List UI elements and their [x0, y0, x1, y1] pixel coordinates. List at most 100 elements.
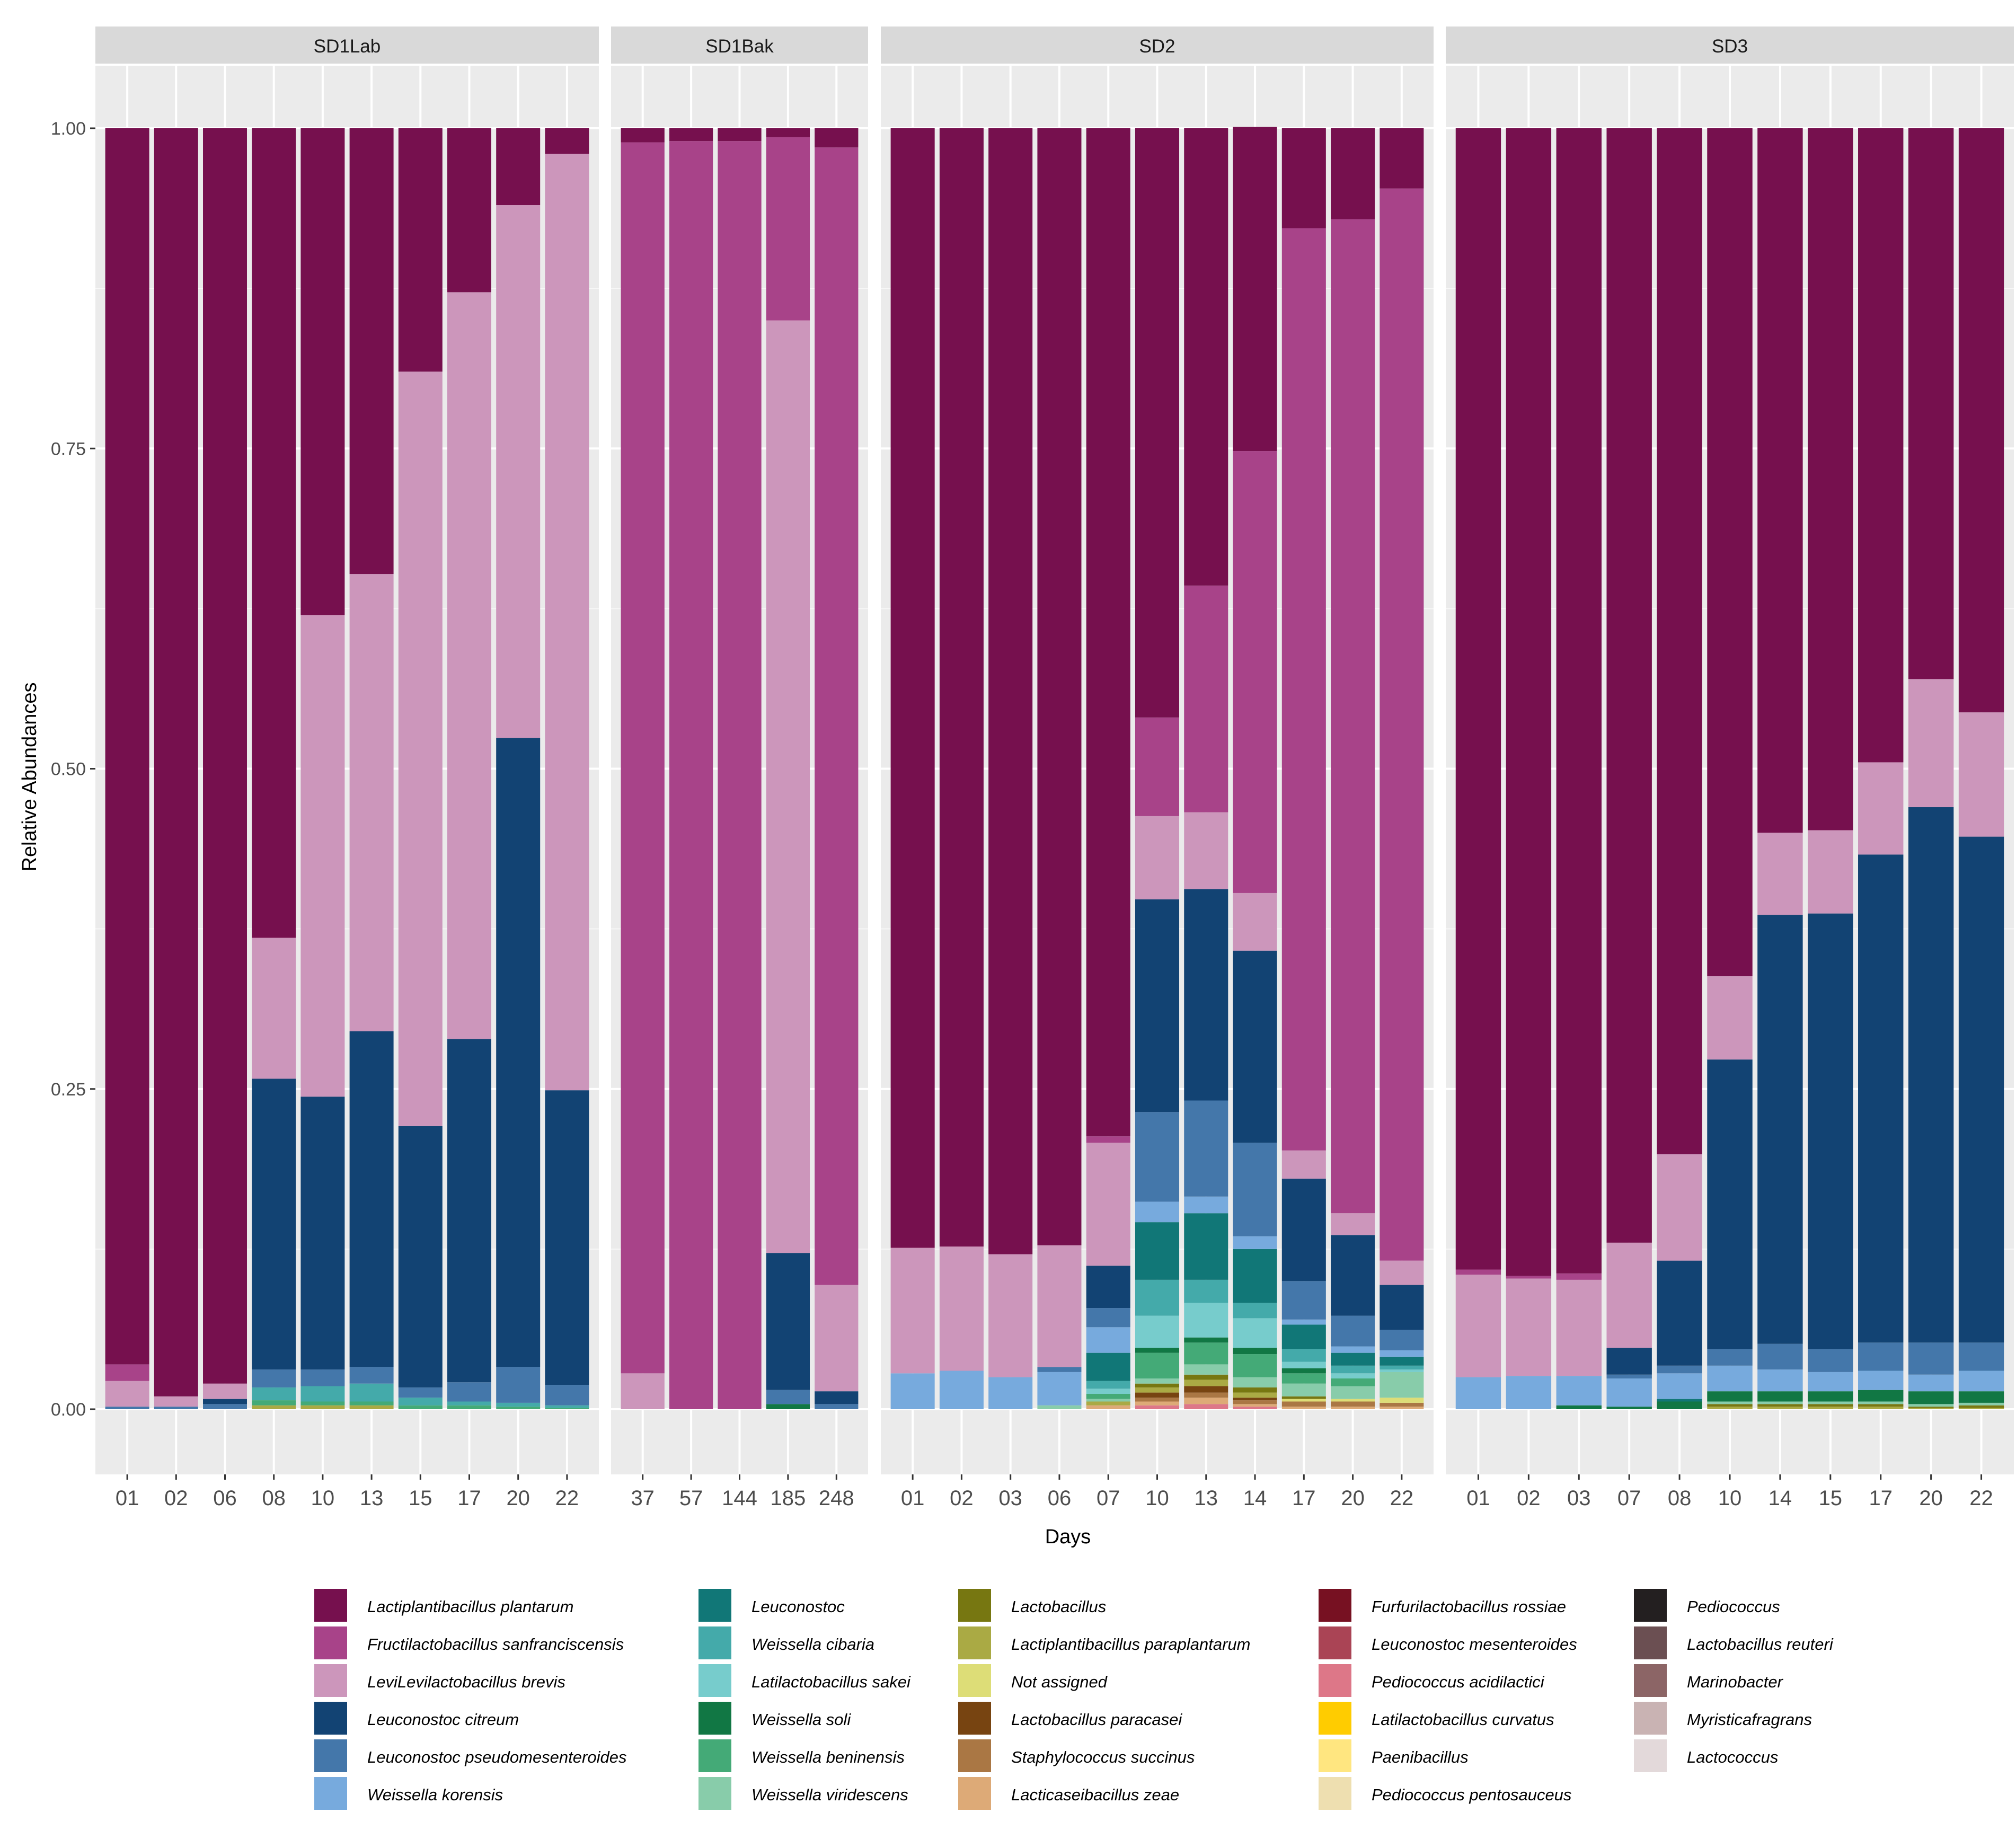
bar-segment [1233, 451, 1277, 893]
bar-segment [1233, 1249, 1277, 1303]
legend-key-swatch [1319, 1626, 1351, 1659]
legend-label: Lactococcus [1687, 1748, 1778, 1766]
bar-segment [1958, 1402, 2004, 1405]
bar-segment [1556, 1273, 1602, 1280]
bar-segment [1908, 1342, 1954, 1375]
bar-segment [300, 1401, 345, 1405]
legend-key-swatch [958, 1777, 991, 1810]
legend-key-swatch [698, 1739, 731, 1772]
legend-label: Weissella korensis [367, 1785, 503, 1804]
x-tick-label: 17 [1869, 1487, 1893, 1510]
x-tick-label: 13 [360, 1487, 384, 1510]
bar-segment [1135, 1347, 1180, 1353]
bar-segment [1908, 1404, 1954, 1407]
bar-segment [1135, 1383, 1180, 1387]
bar-SD1Bak-144 [718, 128, 762, 1410]
bar-segment [1086, 1399, 1130, 1402]
x-tick-label: 22 [555, 1487, 579, 1510]
bar-segment [398, 1126, 443, 1387]
bar-segment [1233, 1398, 1277, 1401]
x-tick-label: 10 [311, 1487, 335, 1510]
legend-item: Leuconostoc mesenteroides [1319, 1626, 1577, 1659]
facet-strip-label: SD2 [1139, 36, 1175, 57]
bar-SD1Lab-13 [349, 128, 394, 1409]
bar-segment [1184, 889, 1228, 1101]
legend-item: Pediococcus [1634, 1589, 1780, 1622]
legend-item: Marinobacter [1634, 1664, 1784, 1697]
bar-segment [1135, 899, 1180, 1112]
bar-segment [1184, 1392, 1228, 1398]
bar-segment [669, 141, 713, 1410]
bar-segment [1086, 1327, 1130, 1353]
bar-segment [154, 1407, 198, 1409]
bar-segment [1184, 128, 1228, 586]
bar-segment [1556, 1376, 1602, 1405]
bar-SD2-01 [890, 128, 935, 1409]
x-tick-label: 14 [1769, 1487, 1792, 1510]
bar-segment [1281, 1396, 1326, 1399]
bar-segment [1135, 1392, 1180, 1398]
y-tick-label: 0.00 [51, 1400, 86, 1420]
x-tick-label: 144 [722, 1487, 757, 1510]
bar-segment [815, 1404, 859, 1409]
bar-segment [1281, 1362, 1326, 1368]
legend-item: Lactobacillus paracasei [958, 1702, 1182, 1735]
legend-item: Leuconostoc [698, 1589, 845, 1622]
x-tick-label: 248 [819, 1487, 854, 1510]
bar-SD3-20 [1908, 128, 1954, 1409]
bar-segment [766, 320, 810, 1253]
x-tick-label: 15 [1819, 1487, 1843, 1510]
x-tick-label: 06 [213, 1487, 237, 1510]
bar-segment [496, 1407, 541, 1409]
bar-segment [300, 1369, 345, 1386]
bar-SD2-10 [1135, 128, 1180, 1409]
legend-key-swatch [958, 1702, 991, 1735]
bar-segment [1808, 1349, 1853, 1372]
bar-segment [1086, 1393, 1130, 1399]
bar-segment [1606, 128, 1652, 1243]
legend-item: Weissella beninensis [698, 1739, 905, 1772]
bar-segment [1086, 1389, 1130, 1394]
y-tick-label: 0.75 [51, 439, 86, 459]
bar-segment [1380, 1407, 1424, 1409]
bar-segment [1281, 128, 1326, 228]
bar-segment [1331, 128, 1375, 219]
bar-segment [1958, 1342, 2004, 1371]
bar-segment [1233, 1347, 1277, 1355]
bar-segment [252, 1387, 296, 1401]
bar-segment [1858, 854, 1904, 1343]
y-tick-label: 0.50 [51, 759, 86, 780]
bar-SD1Bak-248 [815, 128, 859, 1409]
bar-segment [1135, 1398, 1180, 1402]
legend-key-swatch [1319, 1739, 1351, 1772]
bar-segment [1037, 1405, 1082, 1409]
bar-segment [1281, 1349, 1326, 1362]
bar-segment [1455, 1269, 1501, 1275]
bar-segment [1506, 1278, 1552, 1376]
bar-segment [1707, 1401, 1753, 1404]
bar-segment [105, 1407, 149, 1409]
bar-segment [1233, 1404, 1277, 1407]
legend-item: LeviLevilactobacillus brevis [314, 1664, 565, 1697]
bar-segment [349, 574, 394, 1031]
bar-segment [1184, 1404, 1228, 1409]
bar-segment [252, 1405, 296, 1409]
bar-segment [1331, 1235, 1375, 1316]
bar-segment [1908, 679, 1954, 808]
bar-segment [1037, 1372, 1082, 1405]
x-tick-label: 185 [771, 1487, 806, 1510]
bar-segment [1808, 1391, 1853, 1402]
bar-segment [1858, 1342, 1904, 1371]
x-tick-label: 01 [901, 1487, 925, 1510]
bar-segment [1506, 1276, 1552, 1279]
x-tick-label: 10 [1145, 1487, 1169, 1510]
bar-SD3-07 [1606, 128, 1652, 1409]
x-tick-label: 10 [1718, 1487, 1742, 1510]
bar-segment [1858, 1401, 1904, 1404]
legend-key-swatch [958, 1589, 991, 1622]
bar-segment [1858, 1407, 1904, 1409]
bar-segment [1281, 1401, 1326, 1407]
bar-segment [1135, 1387, 1180, 1393]
legend-label: Leuconostoc pseudomesenteroides [367, 1748, 626, 1766]
bar-segment [1908, 128, 1954, 679]
